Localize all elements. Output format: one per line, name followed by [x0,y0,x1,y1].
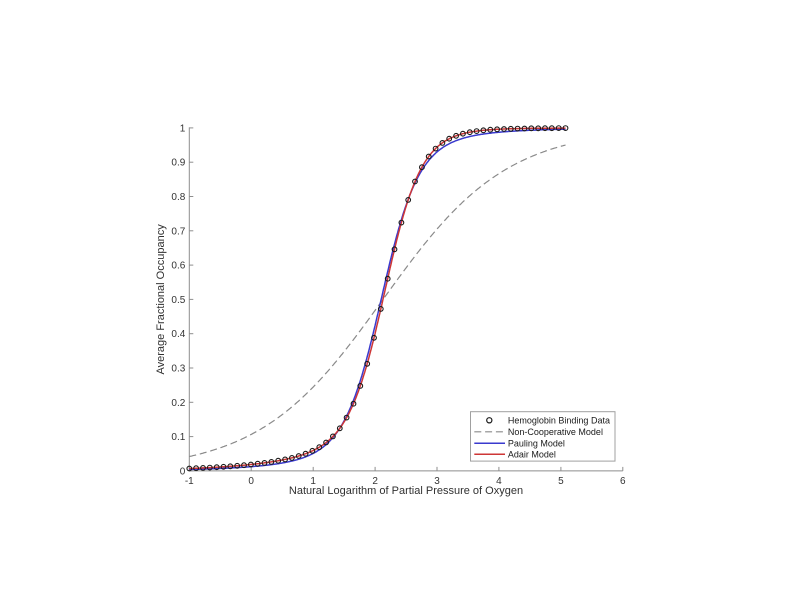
svg-text:4: 4 [496,476,502,487]
svg-text:Hemoglobin Binding Data: Hemoglobin Binding Data [508,416,610,426]
svg-text:0.4: 0.4 [171,329,185,340]
svg-text:0.2: 0.2 [171,398,185,409]
svg-text:0: 0 [248,476,254,487]
svg-text:3: 3 [434,476,440,487]
svg-text:1: 1 [310,476,316,487]
svg-text:Average Fractional Occupancy: Average Fractional Occupancy [155,224,167,375]
svg-text:0.5: 0.5 [171,295,185,306]
svg-text:2: 2 [372,476,378,487]
svg-text:0.1: 0.1 [171,432,185,443]
svg-text:Pauling Model: Pauling Model [508,438,565,448]
svg-text:0: 0 [180,466,186,477]
svg-text:0.6: 0.6 [171,261,185,272]
svg-text:1: 1 [180,123,186,134]
svg-text:0.9: 0.9 [171,158,185,169]
svg-text:-1: -1 [185,476,194,487]
svg-text:0.7: 0.7 [171,226,185,237]
svg-text:0.3: 0.3 [171,364,185,375]
svg-text:Adair Model: Adair Model [508,449,556,459]
svg-text:5: 5 [558,476,564,487]
svg-text:Natural Logarithm of Partial P: Natural Logarithm of Partial Pressure of… [289,485,523,497]
svg-text:Non-Cooperative Model: Non-Cooperative Model [508,427,603,437]
svg-text:0.8: 0.8 [171,192,185,203]
svg-text:6: 6 [620,476,626,487]
